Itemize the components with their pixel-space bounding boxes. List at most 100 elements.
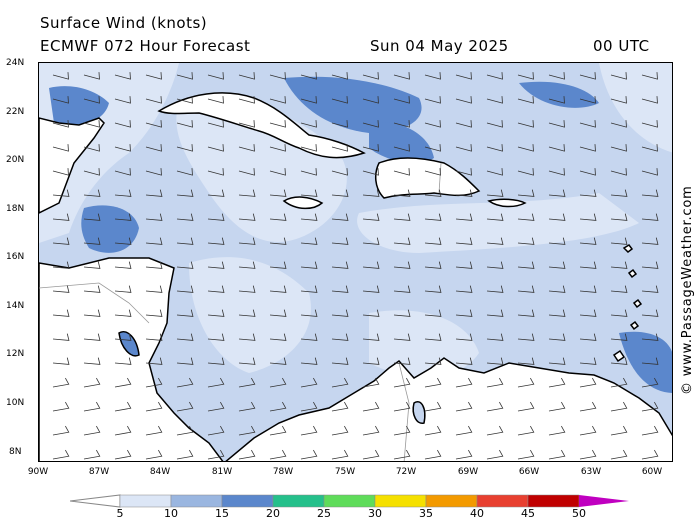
wind-barb (52, 333, 70, 341)
wind-barb (331, 333, 349, 341)
wind-barb (114, 213, 132, 221)
colorbar-label-5: 5 (116, 507, 124, 520)
wind-barb (455, 72, 472, 80)
wind-barb (362, 401, 380, 412)
wind-barb (393, 144, 410, 152)
wind-barb (610, 309, 628, 317)
wind-barb (269, 309, 287, 317)
wind-barb (362, 357, 380, 365)
wind-barb (331, 96, 348, 104)
wind-barb (145, 120, 162, 128)
colorbar-cell (374, 494, 427, 508)
wind-barb (424, 449, 442, 460)
wind-barb (145, 168, 162, 176)
wind-barb (455, 425, 473, 436)
land-jamaica (282, 196, 324, 210)
wind-barb (83, 309, 101, 317)
wind-barb (579, 401, 597, 412)
wind-barb (300, 261, 318, 269)
wind-barb (548, 213, 566, 221)
wind-map (38, 62, 673, 462)
wind-barb (610, 72, 627, 80)
wind-barb (238, 213, 256, 221)
wind-barb (362, 309, 380, 317)
wind-barb (83, 168, 100, 176)
wind-barb (455, 309, 473, 317)
wind-barb (548, 144, 565, 152)
wind-barb (486, 357, 504, 365)
wind-barb (393, 285, 411, 293)
wind-barb (114, 357, 132, 365)
wind-barb (269, 144, 286, 152)
wind-barb (207, 168, 224, 176)
wind-barb (83, 189, 101, 197)
wind-barb (114, 72, 131, 80)
wind-barb (610, 189, 628, 197)
wind-barb (176, 144, 193, 152)
wind-barb (83, 333, 101, 341)
wind-barb (300, 285, 318, 293)
wind-barb (331, 168, 348, 176)
wind-barb (548, 309, 566, 317)
wind-barb (424, 377, 442, 388)
wind-barb (114, 96, 131, 104)
lon-label-63w: 63W (580, 467, 602, 477)
wind-barb (269, 213, 287, 221)
border-line (398, 362, 410, 461)
wind-barb (83, 425, 101, 436)
wind-barb (145, 144, 162, 152)
wind-barb (486, 120, 503, 128)
wind-barb (362, 261, 380, 269)
wind-barb (548, 237, 566, 245)
wind-barb (393, 425, 411, 436)
wind-area-strong (369, 122, 434, 164)
land-masses (39, 92, 672, 461)
wind-barb (300, 213, 318, 221)
colorbar-cell (221, 494, 274, 508)
wind-barb (641, 449, 659, 460)
wind-barb (517, 72, 534, 80)
wind-barb (455, 377, 473, 388)
colorbar-label-15: 15 (215, 507, 229, 520)
lat-label-22n: 22N (6, 107, 25, 117)
wind-barb (176, 377, 194, 388)
wind-barb (52, 401, 70, 412)
wind-barb (238, 237, 256, 245)
wind-barb (517, 120, 534, 128)
wind-barb (269, 449, 287, 460)
wind-barb (176, 261, 194, 269)
wind-barb (52, 96, 69, 104)
wind-barb (83, 237, 101, 245)
wind-barb (579, 72, 596, 80)
wind-barb (114, 377, 132, 388)
wind-barb (207, 237, 225, 245)
wind-barb (176, 285, 194, 293)
wind-barb (486, 189, 504, 197)
wind-barb (517, 309, 535, 317)
lon-label-78w: 78W (272, 467, 294, 477)
wind-barb (641, 261, 659, 269)
wind-barb (455, 168, 472, 176)
colorbar-label-20: 20 (266, 507, 280, 520)
wind-barb (331, 144, 348, 152)
lon-label-84w: 84W (149, 467, 171, 477)
wind-barb (424, 213, 442, 221)
wind-barb (83, 285, 101, 293)
wind-barb (207, 120, 224, 128)
wind-barb (424, 120, 441, 128)
wind-barb (486, 401, 504, 412)
wind-area-light (357, 193, 639, 253)
wind-barb (610, 144, 627, 152)
wind-barb (393, 377, 411, 388)
wind-barb (269, 261, 287, 269)
wind-barb (114, 189, 132, 197)
wind-barb (548, 401, 566, 412)
wind-barb (548, 168, 565, 176)
credit-text: © www.PassageWeather.com (680, 185, 695, 395)
lon-label-75w: 75W (334, 467, 356, 477)
wind-barb (207, 189, 225, 197)
wind-barb (52, 72, 69, 80)
wind-speed-15-20-areas (49, 76, 672, 393)
wind-barb (238, 168, 255, 176)
wind-barb (579, 425, 597, 436)
